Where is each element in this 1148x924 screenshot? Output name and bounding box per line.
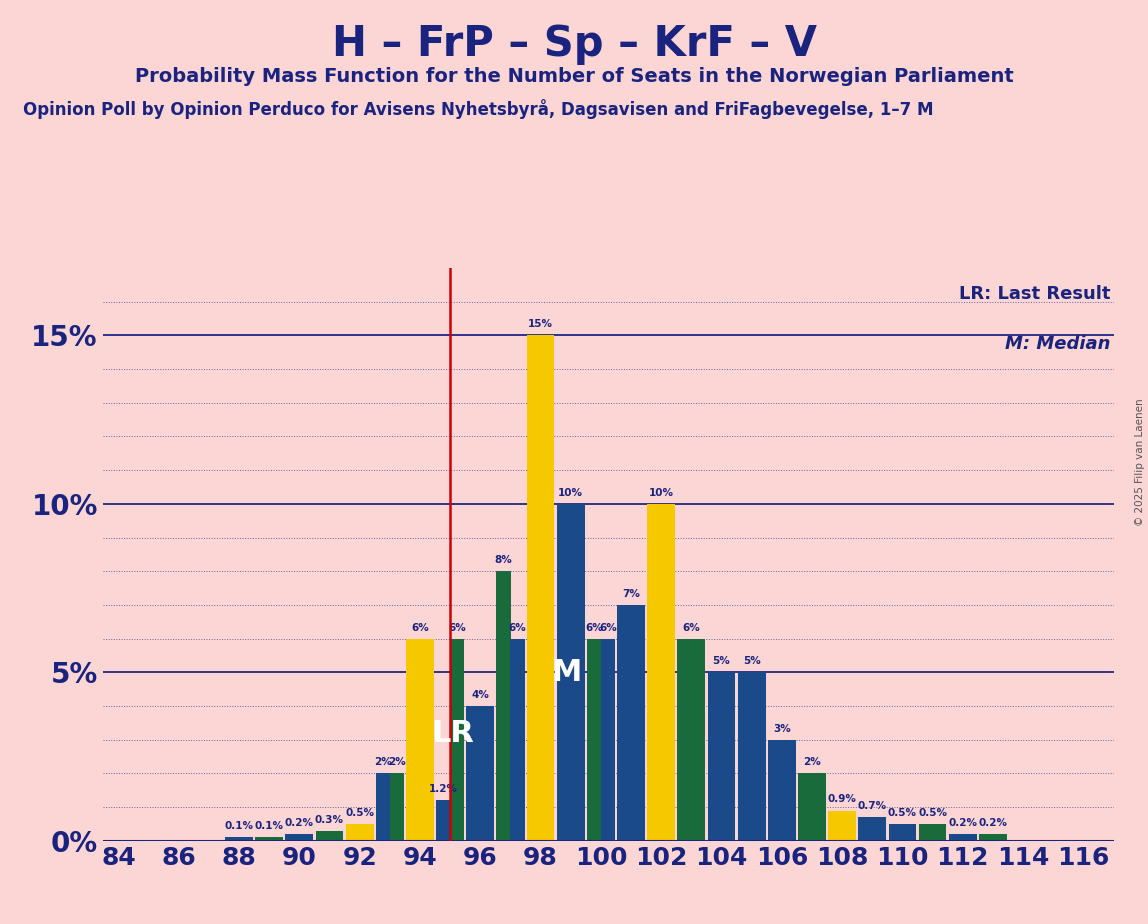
Bar (768, 740, 796, 841)
Text: 7%: 7% (622, 589, 639, 599)
Text: 6%: 6% (683, 623, 700, 633)
Text: 6%: 6% (585, 623, 603, 633)
Bar (346, 824, 373, 841)
Text: 6%: 6% (599, 623, 616, 633)
Bar (557, 504, 584, 841)
Text: M: Median: M: Median (1004, 335, 1110, 353)
Text: 1.2%: 1.2% (428, 784, 458, 795)
Text: 0.2%: 0.2% (285, 818, 313, 828)
Bar (798, 773, 825, 841)
Text: 0.7%: 0.7% (858, 801, 887, 811)
Text: 0.1%: 0.1% (255, 821, 284, 832)
Text: 6%: 6% (411, 623, 429, 633)
Bar (600, 638, 615, 841)
Text: 4%: 4% (472, 690, 489, 700)
Bar (406, 638, 434, 841)
Text: 2%: 2% (804, 758, 821, 767)
Bar (828, 810, 856, 841)
Text: © 2025 Filip van Laenen: © 2025 Filip van Laenen (1135, 398, 1145, 526)
Text: 0.5%: 0.5% (918, 808, 947, 818)
Text: 0.1%: 0.1% (225, 821, 254, 832)
Bar (389, 773, 404, 841)
Bar (949, 834, 977, 841)
Bar (979, 834, 1007, 841)
Text: 0.2%: 0.2% (948, 818, 977, 828)
Text: H – FrP – Sp – KrF – V: H – FrP – Sp – KrF – V (332, 23, 816, 65)
Bar (918, 824, 946, 841)
Bar (527, 335, 554, 841)
Text: 5%: 5% (743, 656, 761, 666)
Bar (889, 824, 916, 841)
Text: 10%: 10% (558, 488, 583, 498)
Bar (450, 638, 464, 841)
Text: M: M (551, 658, 581, 687)
Bar (286, 834, 313, 841)
Bar (496, 571, 511, 841)
Bar (225, 837, 253, 841)
Text: 0.2%: 0.2% (978, 818, 1008, 828)
Text: 2%: 2% (388, 758, 405, 767)
Bar (510, 638, 525, 841)
Bar (255, 837, 284, 841)
Text: 0.5%: 0.5% (346, 808, 374, 818)
Text: LR: LR (432, 719, 474, 748)
Bar (707, 673, 736, 841)
Text: 3%: 3% (773, 723, 791, 734)
Text: 6%: 6% (509, 623, 526, 633)
Bar (466, 706, 494, 841)
Bar (677, 638, 705, 841)
Text: 6%: 6% (448, 623, 466, 633)
Text: 15%: 15% (528, 320, 553, 329)
Bar (375, 773, 390, 841)
Bar (587, 638, 602, 841)
Bar (316, 831, 343, 841)
Bar (859, 817, 886, 841)
Bar (618, 605, 645, 841)
Bar (738, 673, 766, 841)
Text: 10%: 10% (649, 488, 674, 498)
Bar (436, 800, 450, 841)
Text: 0.3%: 0.3% (315, 815, 344, 824)
Text: 2%: 2% (374, 758, 391, 767)
Text: Opinion Poll by Opinion Perduco for Avisens Nyhetsbyrå, Dagsavisen and FriFagbev: Opinion Poll by Opinion Perduco for Avis… (23, 99, 933, 119)
Text: 8%: 8% (495, 555, 512, 565)
Bar (647, 504, 675, 841)
Text: 5%: 5% (713, 656, 730, 666)
Text: Probability Mass Function for the Number of Seats in the Norwegian Parliament: Probability Mass Function for the Number… (134, 67, 1014, 86)
Text: LR: Last Result: LR: Last Result (959, 285, 1110, 303)
Text: 0.9%: 0.9% (828, 795, 856, 805)
Text: 0.5%: 0.5% (887, 808, 917, 818)
